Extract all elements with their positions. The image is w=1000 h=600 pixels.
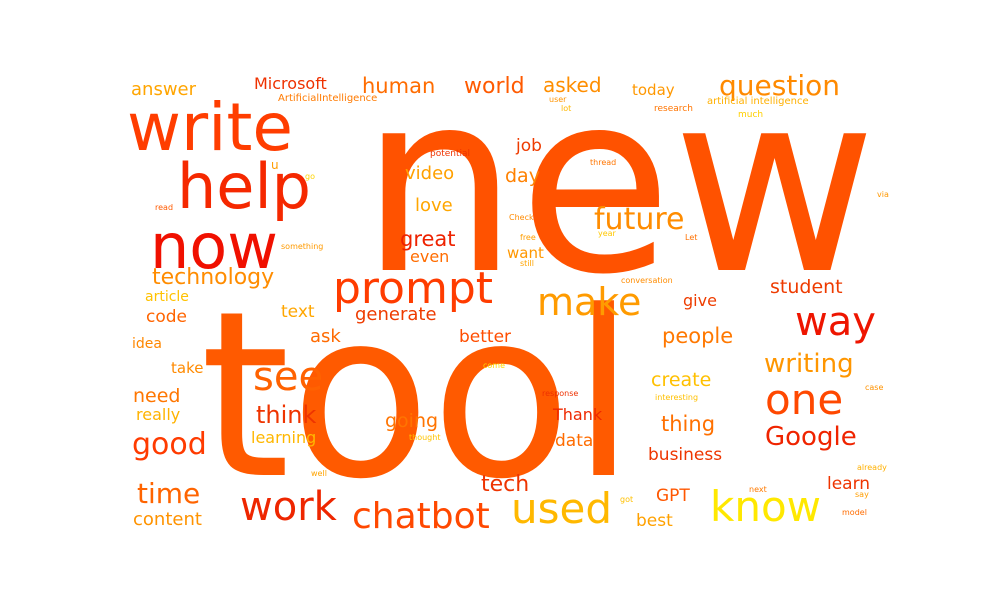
word-job: job: [515, 136, 542, 156]
word-thank: Thank: [552, 405, 603, 424]
word-work: work: [240, 484, 338, 530]
word-already: already: [857, 463, 887, 472]
word-people: people: [662, 324, 733, 348]
word-think: think: [256, 401, 317, 429]
word-user: user: [549, 95, 567, 104]
word-model: model: [842, 508, 867, 517]
word-google: Google: [765, 422, 857, 452]
word-much: much: [738, 110, 763, 120]
word-take: take: [171, 359, 203, 377]
word-well: well: [311, 469, 327, 478]
word-microsoft: Microsoft: [254, 74, 327, 93]
word-lot: lot: [561, 104, 571, 113]
word-via: via: [877, 190, 889, 199]
word-time: time: [137, 477, 200, 510]
word-asked: asked: [543, 73, 602, 97]
word-read: read: [155, 203, 173, 212]
word-say: say: [855, 490, 869, 499]
word-something: something: [281, 242, 323, 251]
word-need: need: [133, 385, 180, 407]
word-create: create: [651, 369, 711, 391]
word-got: got: [620, 495, 633, 504]
word-case: case: [865, 383, 883, 392]
word-really: really: [136, 405, 180, 424]
word-day: day: [505, 165, 540, 187]
word-prompt: prompt: [333, 263, 493, 314]
word-want: want: [507, 244, 544, 262]
word-thread: thread: [590, 158, 616, 167]
word-go: go: [305, 172, 315, 181]
word-come: come: [483, 361, 505, 370]
word-going: going: [385, 410, 438, 432]
word-great: great: [400, 227, 456, 251]
word-response: response: [542, 389, 578, 398]
word-human: human: [362, 74, 435, 98]
word-best: best: [636, 511, 673, 531]
word-learn: learn: [827, 474, 870, 494]
word-write: write: [127, 89, 293, 166]
word-free: free: [520, 233, 536, 242]
word-research: research: [654, 104, 693, 114]
word-know: know: [710, 482, 821, 531]
word-now: now: [150, 210, 278, 283]
word-give: give: [683, 291, 717, 310]
word-article: article: [145, 289, 189, 305]
word-interesting: interesting: [655, 393, 698, 402]
word-even: even: [410, 247, 449, 266]
word-help: help: [177, 150, 311, 223]
word-artificial-intelligence: artificial intelligence: [707, 96, 809, 107]
word-new: new: [360, 38, 877, 329]
word-make: make: [537, 280, 641, 324]
word-answer: answer: [131, 79, 197, 100]
word-still: still: [520, 259, 534, 268]
word-year: year: [598, 229, 617, 238]
word-today: today: [632, 81, 675, 99]
word-content: content: [133, 509, 202, 530]
word-world: world: [464, 74, 525, 99]
word-thought: thought: [409, 433, 440, 442]
word-ask: ask: [310, 326, 341, 347]
word-question: question: [719, 69, 840, 102]
word-gpt: GPT: [656, 486, 690, 506]
word-u: u: [271, 158, 279, 172]
word-tool: tool: [200, 263, 636, 530]
word-next: next: [749, 485, 767, 494]
word-idea: idea: [132, 336, 162, 352]
word-way: way: [795, 299, 876, 345]
word-artificialintelligence: ArtificialIntelligence: [278, 93, 377, 104]
word-learning: learning: [251, 428, 316, 447]
word-chatbot: chatbot: [352, 496, 490, 537]
word-student: student: [770, 276, 843, 298]
word-tech: tech: [481, 472, 529, 497]
word-potential: potential: [430, 149, 470, 159]
word-better: better: [459, 327, 511, 347]
word-data: data: [555, 431, 593, 451]
word-technology: technology: [152, 265, 274, 290]
word-code: code: [146, 307, 187, 327]
word-generate: generate: [355, 304, 437, 325]
word-good: good: [132, 427, 207, 462]
word-future: future: [594, 202, 684, 237]
word-see: see: [253, 354, 323, 400]
word-business: business: [648, 445, 722, 465]
word-text: text: [281, 302, 315, 322]
word-writing: writing: [764, 349, 854, 379]
word-one: one: [765, 375, 843, 424]
word-let: Let: [685, 233, 697, 242]
word-used: used: [511, 484, 612, 533]
word-check: Check: [509, 213, 534, 222]
word-thing: thing: [661, 412, 715, 436]
word-love: love: [415, 195, 453, 216]
word-conversation: conversation: [621, 276, 673, 285]
word-video: video: [405, 163, 454, 184]
